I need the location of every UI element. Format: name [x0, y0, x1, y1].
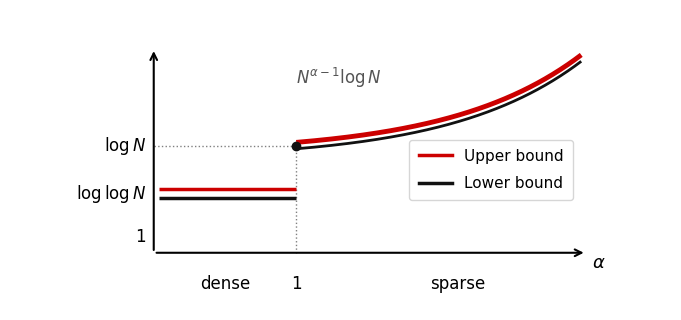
Text: $\alpha$: $\alpha$: [592, 254, 605, 272]
Text: $N^{\alpha-1}\log N$: $N^{\alpha-1}\log N$: [296, 66, 382, 90]
Text: $1$: $1$: [135, 228, 146, 246]
Text: $1$: $1$: [291, 275, 302, 293]
Text: sparse: sparse: [430, 275, 485, 293]
Text: $\log \log N$: $\log \log N$: [76, 183, 146, 204]
Legend: Upper bound, Lower bound: Upper bound, Lower bound: [409, 140, 573, 200]
Text: $\log N$: $\log N$: [104, 135, 146, 156]
Text: dense: dense: [200, 275, 250, 293]
